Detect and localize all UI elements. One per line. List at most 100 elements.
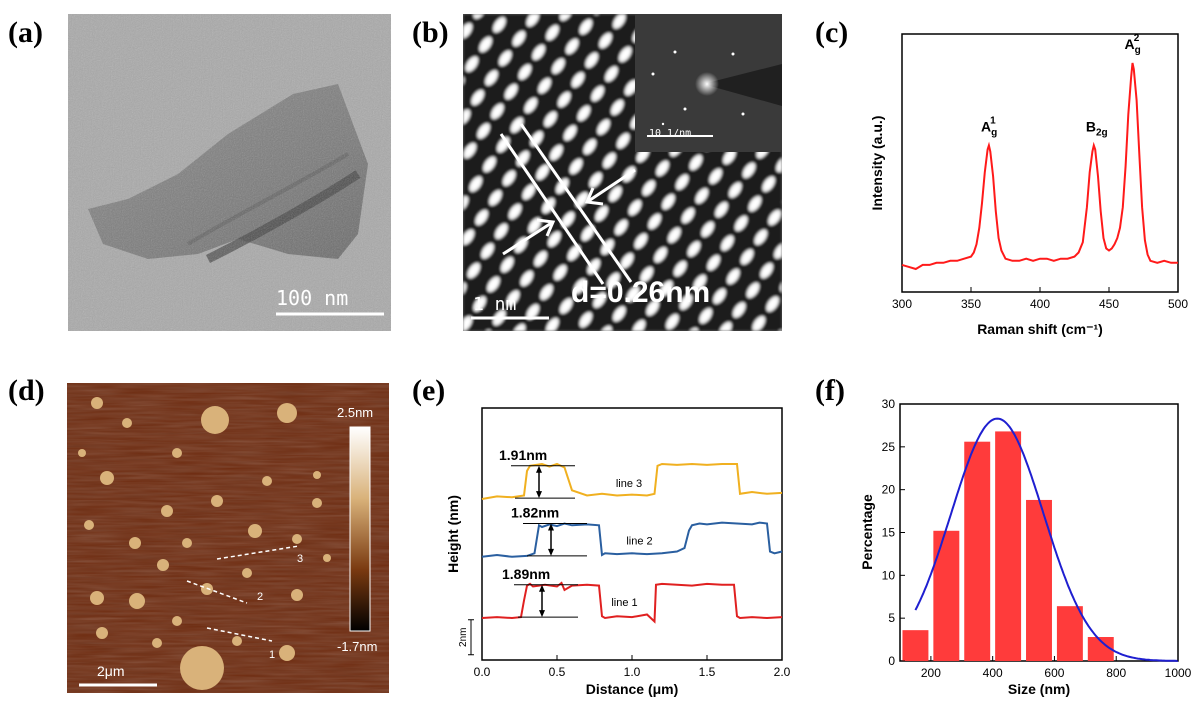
histogram-bar bbox=[1087, 637, 1114, 661]
height-xtick-label: 1.0 bbox=[624, 665, 641, 679]
size-histogram-chart: 200 400 600 800 1000 0 5 10 15 20 25 30 Size (nm) P… bbox=[859, 397, 1192, 697]
afm-flake bbox=[90, 591, 104, 605]
panel-label-d: (d) bbox=[8, 374, 45, 407]
hrtem-image: 1 nm d=0.26nm 10 1/nm bbox=[463, 14, 782, 331]
panel-label-c: (c) bbox=[815, 16, 849, 49]
histogram-bar bbox=[964, 441, 991, 661]
afm-flake bbox=[313, 471, 321, 479]
tem-scale-label: 100 nm bbox=[276, 286, 349, 310]
height-scale-label: 2nm bbox=[458, 628, 469, 647]
histogram-bar bbox=[902, 630, 929, 661]
height-xlabel: Distance (μm) bbox=[586, 681, 679, 697]
hist-ytick-label: 25 bbox=[882, 440, 896, 454]
height-xtick-label: 0.0 bbox=[474, 665, 491, 679]
height-ylabel: Height (nm) bbox=[445, 495, 461, 573]
step-height-label: 1.89nm bbox=[502, 566, 550, 582]
height-profile-chart: 0.0 0.5 1.0 1.5 2.0 line 1 1.89nm line 2 1.82nm… bbox=[445, 407, 791, 697]
afm-flake bbox=[279, 645, 295, 661]
arrow-icon bbox=[536, 465, 542, 473]
d-spacing-label: d=0.26nm bbox=[571, 276, 711, 309]
arrow-icon bbox=[539, 610, 545, 618]
afm-flake bbox=[157, 559, 169, 571]
hist-xtick-label: 200 bbox=[921, 666, 941, 680]
arrow-icon bbox=[539, 584, 545, 592]
afm-flake bbox=[84, 520, 94, 530]
raman-peak-label: B2g bbox=[1086, 118, 1108, 138]
raman-series bbox=[901, 62, 1178, 271]
afm-flake bbox=[129, 593, 145, 609]
raman-xtick-label: 300 bbox=[892, 297, 912, 311]
afm-flake bbox=[292, 534, 302, 544]
colorbar-min-label: -1.7nm bbox=[337, 639, 378, 654]
line-marker-2: 2 bbox=[257, 591, 264, 603]
hist-xtick-label: 400 bbox=[983, 666, 1003, 680]
hist-ytick-label: 5 bbox=[888, 611, 895, 625]
height-series-label: line 3 bbox=[616, 478, 642, 490]
afm-flake bbox=[78, 449, 86, 457]
panel-label-b: (b) bbox=[412, 16, 449, 49]
hist-xtick-label: 800 bbox=[1106, 666, 1126, 680]
panel-label-f: (f) bbox=[815, 374, 845, 407]
raman-xtick-label: 400 bbox=[1030, 297, 1050, 311]
height-xtick-label: 2.0 bbox=[774, 665, 791, 679]
raman-frame bbox=[901, 33, 1179, 293]
height-series-label: line 2 bbox=[626, 536, 652, 548]
raman-peak-label: Ag2 bbox=[1124, 33, 1140, 56]
afm-flake bbox=[180, 646, 224, 690]
afm-flake bbox=[291, 589, 303, 601]
panel-label-a: (a) bbox=[8, 16, 43, 49]
afm-scale-label: 2μm bbox=[97, 663, 125, 679]
height-xtick-label: 0.5 bbox=[549, 665, 566, 679]
hist-ytick-label: 10 bbox=[882, 568, 896, 582]
afm-flake bbox=[96, 627, 108, 639]
afm-flake bbox=[172, 616, 182, 626]
afm-flake bbox=[161, 505, 173, 517]
afm-flake bbox=[262, 476, 272, 486]
hist-xlabel: Size (nm) bbox=[1008, 681, 1070, 697]
hist-xtick-label: 1000 bbox=[1165, 666, 1192, 680]
afm-flake bbox=[152, 638, 162, 648]
afm-flake bbox=[242, 568, 252, 578]
histogram-bar bbox=[1056, 606, 1083, 661]
afm-flake bbox=[201, 406, 229, 434]
raman-xtick-label: 450 bbox=[1099, 297, 1119, 311]
line-marker-3: 3 bbox=[297, 553, 304, 565]
afm-flake bbox=[323, 554, 331, 562]
afm-flake bbox=[100, 471, 114, 485]
hist-ytick-label: 0 bbox=[888, 654, 895, 668]
arrow-icon bbox=[548, 548, 554, 556]
arrow-icon bbox=[548, 523, 554, 531]
afm-flake bbox=[232, 636, 242, 646]
tem-image: 100 nm bbox=[68, 14, 391, 331]
arrow-icon bbox=[502, 168, 636, 256]
hist-ylabel: Percentage bbox=[859, 494, 875, 570]
afm-image: 2.5nm -1.7nm 2μm 1 2 3 bbox=[67, 383, 389, 693]
panel-label-e: (e) bbox=[412, 374, 446, 407]
hist-ytick-label: 20 bbox=[882, 483, 896, 497]
saed-scale-label: 10 1/nm bbox=[649, 128, 692, 139]
saed-inset bbox=[635, 14, 782, 152]
afm-flake bbox=[248, 524, 262, 538]
histogram-bar bbox=[1026, 499, 1052, 661]
raman-xtick-label: 350 bbox=[961, 297, 981, 311]
afm-flake bbox=[182, 538, 192, 548]
afm-colorbar bbox=[349, 426, 371, 632]
afm-flake bbox=[122, 418, 132, 428]
afm-flake bbox=[129, 537, 141, 549]
afm-flake bbox=[312, 498, 322, 508]
afm-flake bbox=[91, 397, 103, 409]
hist-ytick-label: 15 bbox=[882, 526, 896, 540]
afm-flake bbox=[211, 495, 223, 507]
histogram-bar bbox=[933, 530, 960, 661]
afm-flake bbox=[172, 448, 182, 458]
raman-ylabel: Intensity (a.u.) bbox=[869, 116, 885, 211]
hrtem-scale-label: 1 nm bbox=[473, 294, 517, 315]
colorbar-max-label: 2.5nm bbox=[337, 405, 374, 420]
height-xtick-label: 1.5 bbox=[699, 665, 716, 679]
hist-xtick-label: 600 bbox=[1044, 666, 1064, 680]
afm-flake bbox=[277, 403, 297, 423]
raman-chart: 300 350 400 450 500 Ag1 B2g Ag2 Raman shift (c… bbox=[869, 33, 1188, 337]
raman-peak-label: Ag1 bbox=[981, 115, 997, 138]
hist-ytick-label: 30 bbox=[882, 397, 896, 411]
step-height-label: 1.82nm bbox=[511, 505, 559, 521]
